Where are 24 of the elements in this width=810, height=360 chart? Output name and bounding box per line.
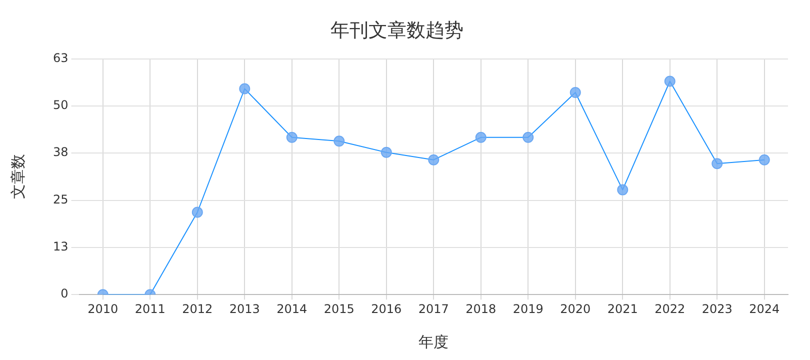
- x-tick-label: 2012: [182, 302, 213, 316]
- x-tick-label: 2021: [607, 302, 638, 316]
- y-tick-label: 13: [52, 240, 68, 254]
- y-tick-label: 38: [52, 145, 68, 160]
- x-tick-label: 2019: [512, 302, 544, 316]
- y-tick-label: 0: [60, 286, 68, 301]
- x-tick-label: 2014: [276, 302, 308, 316]
- y-tick-label: 25: [52, 192, 68, 206]
- x-tick-label: 2010: [88, 302, 118, 316]
- x-tick-label: 2018: [466, 302, 496, 316]
- x-tick-label: 2017: [418, 302, 449, 316]
- x-tick-label: 2024: [749, 302, 780, 316]
- x-tick-label: 2011: [134, 302, 166, 316]
- y-axis-title: 文章数: [8, 154, 27, 200]
- chart-title: 年刊文章数趋势: [330, 19, 464, 42]
- x-axis-title: 年度: [418, 332, 449, 351]
- x-tick-label: 2022: [654, 302, 686, 316]
- x-tick-label: 2023: [702, 302, 732, 316]
- y-tick-label: 50: [52, 98, 68, 112]
- x-tick-label: 2016: [371, 302, 402, 316]
- x-tick-label: 2013: [229, 302, 260, 316]
- y-tick-label: 63: [52, 50, 68, 65]
- x-tick-label: 2015: [324, 302, 354, 316]
- x-tick-label: 2020: [560, 302, 591, 316]
